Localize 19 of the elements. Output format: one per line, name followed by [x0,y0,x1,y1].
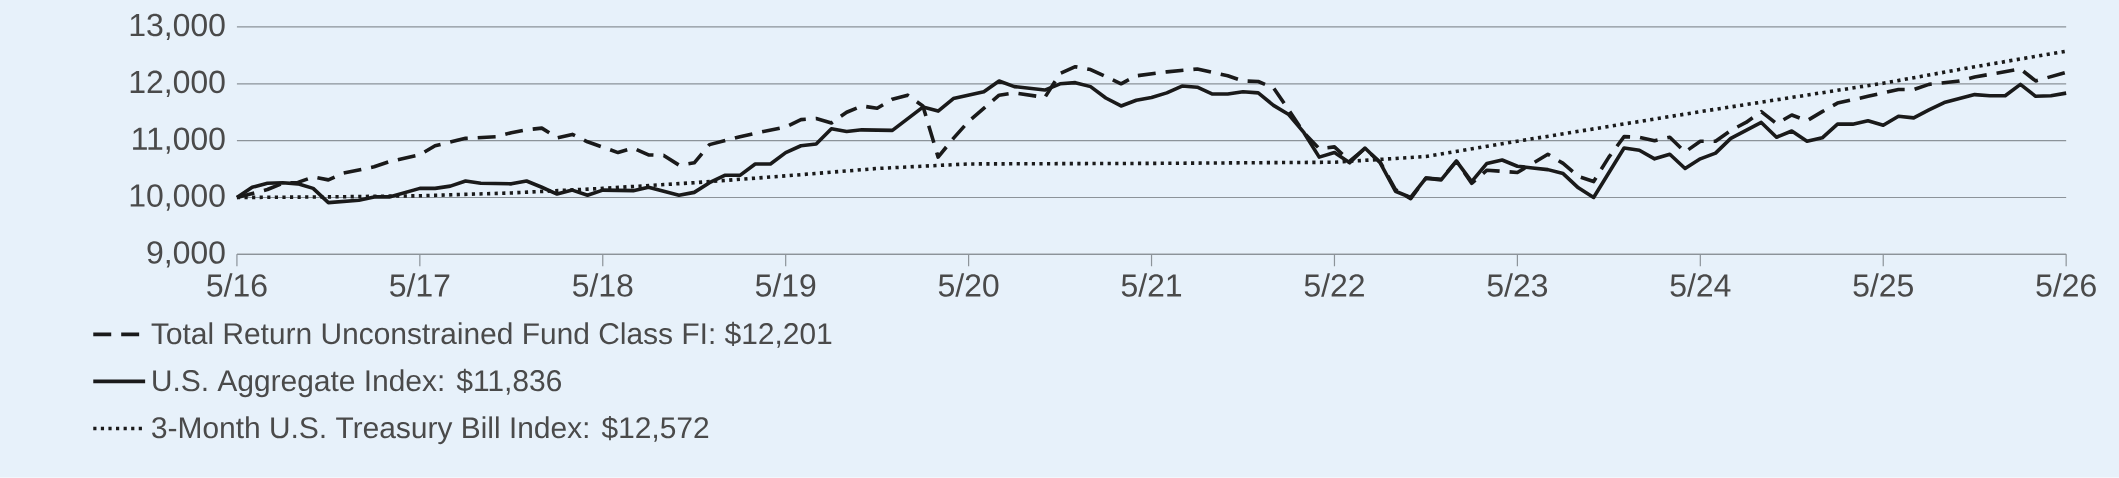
x-tick-label: 5/24 [1670,273,1731,297]
legend-label: U.S. Aggregate Index: $11,836 [153,368,561,398]
legend-label: Total Return Unconstrained Fund Class FI: $12,201 [151,321,832,348]
x-tick-label: 5/17 [390,273,450,297]
x-tick-label: 5/22 [1304,273,1364,297]
x-tick-label: 5/25 [1853,273,1913,297]
x-tick-label: 5/23 [1487,273,1548,297]
y-tick-label: 13,000 [130,13,225,41]
y-tick-label: 10,000 [130,184,225,211]
y-tick-label: 12,000 [130,70,225,98]
x-tick-label: 5/19 [755,273,816,297]
x-tick-label: 5/18 [572,273,633,297]
x-tick-label: 5/20 [938,273,999,297]
legend-label: 3-Month U.S. Treasury Bill Index: $12,572 [152,416,709,445]
x-tick-label: 5/21 [1121,273,1182,297]
y-tick-label: 11,000 [133,127,225,154]
x-tick-label: 5/16 [207,273,267,297]
x-tick-label: 5/26 [2036,273,2096,297]
y-tick-label: 9,000 [147,241,225,268]
